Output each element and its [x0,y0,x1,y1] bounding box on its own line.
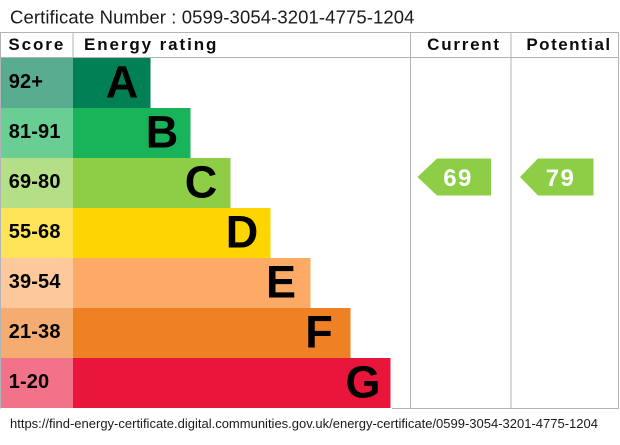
svg-text:79: 79 [546,165,576,192]
svg-text:1-20: 1-20 [9,371,50,393]
svg-text:81-91: 81-91 [9,121,61,143]
svg-text:B: B [146,107,179,158]
svg-text:69-80: 69-80 [9,171,61,193]
svg-text:39-54: 39-54 [9,271,62,293]
svg-text:55-68: 55-68 [9,221,61,243]
svg-text:C: C [185,157,218,208]
svg-text:21-38: 21-38 [9,321,61,343]
svg-text:D: D [226,207,259,258]
svg-text:https://find-energy-certificat: https://find-energy-certificate.digital.… [10,416,598,431]
svg-text:F: F [305,307,333,358]
svg-text:Potential: Potential [526,35,611,54]
svg-text:A: A [106,57,139,108]
svg-text:92+: 92+ [9,71,43,93]
svg-text:G: G [345,357,380,408]
svg-text:Current: Current [427,35,501,54]
svg-text:E: E [266,257,296,308]
svg-text:Certificate Number : 0599-3054: Certificate Number : 0599-3054-3201-4775… [10,7,415,28]
svg-text:69: 69 [443,165,473,192]
svg-text:Score: Score [8,35,65,54]
svg-text:Energy rating: Energy rating [84,35,218,54]
